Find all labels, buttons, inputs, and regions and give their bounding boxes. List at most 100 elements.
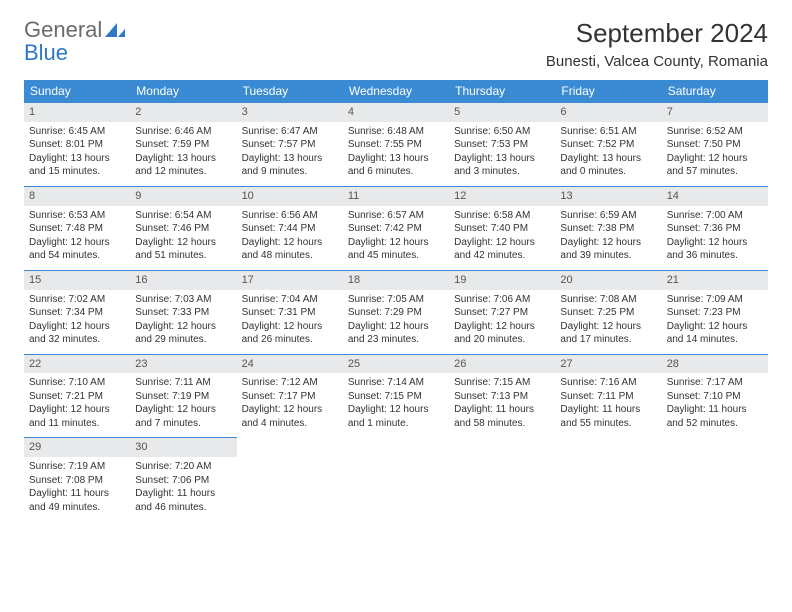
daylight-text: and 15 minutes.: [29, 165, 125, 179]
calendar-day: 21Sunrise: 7:09 AMSunset: 7:23 PMDayligh…: [662, 270, 768, 354]
daylight-text: Daylight: 13 hours: [560, 152, 656, 166]
day-number: 18: [343, 270, 449, 290]
calendar-day: 16Sunrise: 7:03 AMSunset: 7:33 PMDayligh…: [130, 270, 236, 354]
sunset-text: Sunset: 7:19 PM: [135, 390, 231, 404]
logo-text-blue: Blue: [24, 40, 68, 65]
sunrise-text: Sunrise: 7:12 AM: [242, 376, 338, 390]
sunset-text: Sunset: 7:31 PM: [242, 306, 338, 320]
sunset-text: Sunset: 7:53 PM: [454, 138, 550, 152]
day-header: Thursday: [449, 80, 555, 102]
calendar-day: 22Sunrise: 7:10 AMSunset: 7:21 PMDayligh…: [24, 354, 130, 438]
daylight-text: Daylight: 12 hours: [135, 236, 231, 250]
daylight-text: Daylight: 12 hours: [348, 320, 444, 334]
daylight-text: and 23 minutes.: [348, 333, 444, 347]
daylight-text: Daylight: 12 hours: [560, 236, 656, 250]
daylight-text: and 17 minutes.: [560, 333, 656, 347]
day-number: 17: [237, 270, 343, 290]
daylight-text: and 57 minutes.: [667, 165, 763, 179]
day-number: 19: [449, 270, 555, 290]
sunrise-text: Sunrise: 7:00 AM: [667, 209, 763, 223]
sunset-text: Sunset: 7:40 PM: [454, 222, 550, 236]
day-number: 14: [662, 186, 768, 206]
daylight-text: Daylight: 11 hours: [135, 487, 231, 501]
sunrise-text: Sunrise: 7:20 AM: [135, 460, 231, 474]
sunrise-text: Sunrise: 7:16 AM: [560, 376, 656, 390]
calendar-day: 10Sunrise: 6:56 AMSunset: 7:44 PMDayligh…: [237, 186, 343, 270]
calendar-day: 14Sunrise: 7:00 AMSunset: 7:36 PMDayligh…: [662, 186, 768, 270]
calendar-day: 9Sunrise: 6:54 AMSunset: 7:46 PMDaylight…: [130, 186, 236, 270]
day-number: 20: [555, 270, 661, 290]
sunset-text: Sunset: 7:33 PM: [135, 306, 231, 320]
daylight-text: and 45 minutes.: [348, 249, 444, 263]
sunset-text: Sunset: 7:59 PM: [135, 138, 231, 152]
logo: General Blue: [24, 18, 125, 64]
calendar-week: 1Sunrise: 6:45 AMSunset: 8:01 PMDaylight…: [24, 102, 768, 186]
daylight-text: Daylight: 12 hours: [242, 320, 338, 334]
location: Bunesti, Valcea County, Romania: [546, 53, 768, 70]
daylight-text: and 0 minutes.: [560, 165, 656, 179]
day-header-row: SundayMondayTuesdayWednesdayThursdayFrid…: [24, 80, 768, 102]
calendar-empty: [555, 437, 661, 521]
daylight-text: and 4 minutes.: [242, 417, 338, 431]
sunrise-text: Sunrise: 7:02 AM: [29, 293, 125, 307]
sunset-text: Sunset: 7:08 PM: [29, 474, 125, 488]
calendar-day: 26Sunrise: 7:15 AMSunset: 7:13 PMDayligh…: [449, 354, 555, 438]
daylight-text: and 26 minutes.: [242, 333, 338, 347]
daylight-text: and 52 minutes.: [667, 417, 763, 431]
day-number: 21: [662, 270, 768, 290]
calendar-day: 1Sunrise: 6:45 AMSunset: 8:01 PMDaylight…: [24, 102, 130, 186]
daylight-text: Daylight: 12 hours: [667, 320, 763, 334]
sunset-text: Sunset: 7:42 PM: [348, 222, 444, 236]
sunset-text: Sunset: 7:21 PM: [29, 390, 125, 404]
day-number: 3: [237, 102, 343, 122]
daylight-text: and 58 minutes.: [454, 417, 550, 431]
daylight-text: and 7 minutes.: [135, 417, 231, 431]
day-number: 28: [662, 354, 768, 374]
sunrise-text: Sunrise: 7:14 AM: [348, 376, 444, 390]
daylight-text: Daylight: 12 hours: [135, 403, 231, 417]
sunrise-text: Sunrise: 6:57 AM: [348, 209, 444, 223]
calendar-body: 1Sunrise: 6:45 AMSunset: 8:01 PMDaylight…: [24, 102, 768, 521]
daylight-text: Daylight: 12 hours: [454, 236, 550, 250]
calendar-day: 8Sunrise: 6:53 AMSunset: 7:48 PMDaylight…: [24, 186, 130, 270]
sunset-text: Sunset: 7:34 PM: [29, 306, 125, 320]
day-header: Tuesday: [237, 80, 343, 102]
daylight-text: and 51 minutes.: [135, 249, 231, 263]
daylight-text: and 14 minutes.: [667, 333, 763, 347]
sunrise-text: Sunrise: 6:53 AM: [29, 209, 125, 223]
sunrise-text: Sunrise: 7:11 AM: [135, 376, 231, 390]
calendar-day: 20Sunrise: 7:08 AMSunset: 7:25 PMDayligh…: [555, 270, 661, 354]
sunrise-text: Sunrise: 6:50 AM: [454, 125, 550, 139]
day-number: 23: [130, 354, 236, 374]
sunrise-text: Sunrise: 6:46 AM: [135, 125, 231, 139]
sunset-text: Sunset: 7:06 PM: [135, 474, 231, 488]
calendar-week: 22Sunrise: 7:10 AMSunset: 7:21 PMDayligh…: [24, 354, 768, 438]
day-number: 2: [130, 102, 236, 122]
calendar-week: 29Sunrise: 7:19 AMSunset: 7:08 PMDayligh…: [24, 437, 768, 521]
daylight-text: Daylight: 13 hours: [29, 152, 125, 166]
day-number: 22: [24, 354, 130, 374]
day-number: 8: [24, 186, 130, 206]
daylight-text: and 20 minutes.: [454, 333, 550, 347]
sunrise-text: Sunrise: 7:05 AM: [348, 293, 444, 307]
sunset-text: Sunset: 7:57 PM: [242, 138, 338, 152]
daylight-text: and 54 minutes.: [29, 249, 125, 263]
sunrise-text: Sunrise: 6:58 AM: [454, 209, 550, 223]
daylight-text: and 1 minute.: [348, 417, 444, 431]
daylight-text: and 39 minutes.: [560, 249, 656, 263]
sunrise-text: Sunrise: 7:09 AM: [667, 293, 763, 307]
calendar-day: 25Sunrise: 7:14 AMSunset: 7:15 PMDayligh…: [343, 354, 449, 438]
daylight-text: Daylight: 12 hours: [560, 320, 656, 334]
sunset-text: Sunset: 7:46 PM: [135, 222, 231, 236]
sunrise-text: Sunrise: 6:45 AM: [29, 125, 125, 139]
calendar-day: 15Sunrise: 7:02 AMSunset: 7:34 PMDayligh…: [24, 270, 130, 354]
daylight-text: Daylight: 12 hours: [242, 403, 338, 417]
daylight-text: Daylight: 12 hours: [348, 403, 444, 417]
day-number: 9: [130, 186, 236, 206]
sunrise-text: Sunrise: 7:04 AM: [242, 293, 338, 307]
day-number: 16: [130, 270, 236, 290]
sunset-text: Sunset: 7:55 PM: [348, 138, 444, 152]
daylight-text: and 3 minutes.: [454, 165, 550, 179]
sunrise-text: Sunrise: 6:56 AM: [242, 209, 338, 223]
calendar-day: 23 Sunrise: 7:11 AMSunset: 7:19 PMDayligh…: [130, 354, 236, 438]
